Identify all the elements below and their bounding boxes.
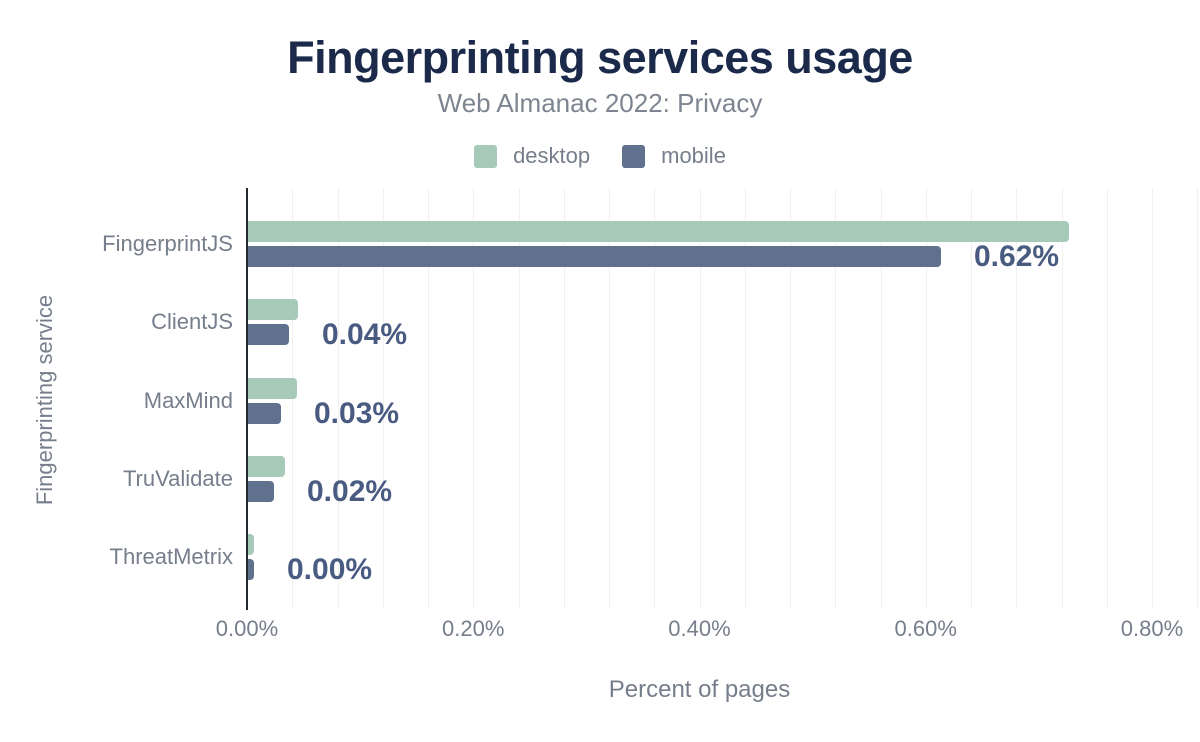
- legend-label-mobile: mobile: [661, 143, 726, 168]
- bar-desktop-ClientJS: [248, 299, 298, 321]
- bar-desktop-TruValidate: [248, 455, 285, 477]
- gridline: [880, 188, 882, 608]
- gridline: [473, 188, 475, 608]
- bar-mobile-MaxMind: [248, 402, 281, 424]
- gridline: [744, 188, 746, 608]
- bar-desktop-ThreatMetrix: [248, 534, 254, 555]
- value-label-ThreatMetrix: 0.00%: [287, 553, 373, 586]
- gridline: [790, 188, 791, 608]
- gridline: [1106, 188, 1108, 608]
- value-label-TruValidate: 0.02%: [307, 474, 393, 508]
- gridline: [925, 188, 927, 608]
- gridline: [1152, 188, 1153, 608]
- x-axis-title: Percent of pages: [608, 676, 791, 703]
- chart-subtitle: Web Almanac 2022: Privacy: [437, 88, 763, 118]
- gridline: [428, 188, 429, 608]
- x-tick-label: 0.20%: [442, 616, 505, 641]
- category-label-MaxMind: MaxMind: [143, 387, 233, 413]
- y-axis-line: [246, 188, 248, 610]
- legend-swatch-mobile: [622, 144, 646, 168]
- gridline: [1197, 188, 1199, 608]
- value-label-ClientJS: 0.04%: [322, 318, 408, 352]
- gridline: [971, 188, 972, 608]
- gridline: [337, 188, 339, 608]
- legend-item-mobile: mobile: [622, 143, 726, 169]
- x-tick-label: 0.60%: [894, 616, 957, 641]
- bar-desktop-MaxMind: [248, 377, 297, 399]
- category-label-TruValidate: TruValidate: [122, 465, 233, 491]
- gridline: [835, 188, 837, 608]
- gridline: [699, 188, 701, 608]
- gridline: [563, 188, 565, 608]
- bar-mobile-FingerprintJS: [248, 246, 941, 267]
- bar-mobile-ThreatMetrix: [248, 559, 254, 580]
- x-tick-label: 0.00%: [215, 616, 279, 641]
- x-tick-label: 0.80%: [1120, 616, 1184, 641]
- gridline: [654, 188, 656, 608]
- bar-mobile-TruValidate: [248, 480, 274, 502]
- legend-label-desktop: desktop: [513, 143, 591, 168]
- legend: desktop mobile: [0, 141, 1200, 171]
- chart-title: Fingerprinting services usage: [287, 32, 913, 83]
- bar-desktop-FingerprintJS: [248, 221, 1069, 242]
- legend-item-desktop: desktop: [474, 143, 590, 169]
- value-label-MaxMind: 0.03%: [314, 396, 400, 430]
- x-tick-label: 0.40%: [668, 616, 731, 641]
- category-label-ThreatMetrix: ThreatMetrix: [109, 544, 233, 569]
- gridline: [1016, 188, 1018, 608]
- y-axis-title: Fingerprinting service: [32, 294, 57, 506]
- gridline: [609, 188, 610, 608]
- category-label-FingerprintJS: FingerprintJS: [102, 231, 233, 256]
- legend-swatch-desktop: [474, 144, 498, 168]
- value-label-FingerprintJS: 0.62%: [974, 240, 1060, 273]
- gridline: [1061, 188, 1063, 608]
- gridline: [382, 188, 384, 608]
- gridline: [518, 188, 520, 608]
- category-label-ClientJS: ClientJS: [151, 309, 233, 335]
- bar-mobile-ClientJS: [248, 324, 289, 346]
